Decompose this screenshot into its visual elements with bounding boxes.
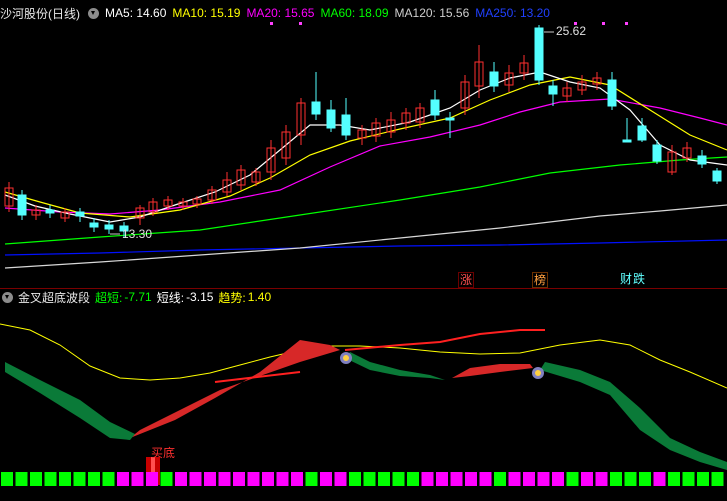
event-badge-list[interactable]: 榜	[532, 272, 549, 288]
signal-square	[523, 472, 535, 486]
signal-square	[595, 472, 608, 486]
signal-square	[668, 472, 680, 486]
price-legend: 沙河股份 (日线) MA5: 14.60 MA10: 15.19 MA20: 1…	[0, 0, 556, 26]
ma250-line	[4, 239, 727, 256]
price-chart-panel[interactable]: 沙河股份 (日线) MA5: 14.60 MA10: 15.19 MA20: 1…	[0, 0, 727, 290]
chevron-down-icon[interactable]	[2, 291, 13, 303]
top-markers	[270, 22, 628, 25]
ultra-short-value: -7.71	[124, 290, 152, 304]
short-line-label: 短线:	[156, 290, 185, 305]
event-badge-fall[interactable]: 跌	[633, 272, 646, 286]
signal-square	[363, 472, 376, 486]
signal-bar-row	[1, 472, 724, 486]
signal-square	[552, 472, 564, 486]
ma5-line	[4, 71, 727, 223]
signal-square	[639, 472, 651, 486]
candlesticks[interactable]	[4, 25, 722, 238]
signal-square	[682, 472, 695, 486]
indicator-panel[interactable]: 金叉超底波段 超短: -7.71 短线: -3.15 趋势: 1.40 买底	[0, 290, 727, 501]
signal-square	[320, 472, 332, 486]
signal-square	[131, 472, 144, 486]
signal-square	[305, 472, 318, 486]
chevron-down-icon[interactable]	[88, 7, 100, 19]
event-badge-finance[interactable]: 财	[620, 272, 633, 286]
indicator-legend: 金叉超底波段 超短: -7.71 短线: -3.15 趋势: 1.40	[0, 290, 276, 305]
signal-square	[1, 472, 13, 486]
ultra-short-label: 超短:	[95, 290, 123, 305]
signal-square	[117, 472, 129, 486]
signal-square	[581, 472, 593, 486]
signal-square	[15, 472, 28, 486]
ma5-label: MA5: 14.60	[105, 6, 167, 20]
indicator-chart-canvas[interactable]	[0, 290, 727, 501]
signal-square	[697, 472, 709, 486]
signal-square	[407, 472, 419, 486]
trend-line	[0, 323, 727, 389]
band-down-2	[345, 352, 445, 380]
signal-square	[160, 472, 173, 486]
ma120-line	[4, 204, 727, 269]
signal-square	[421, 472, 434, 486]
signal-square	[624, 472, 637, 486]
signal-square	[189, 472, 202, 486]
signal-square	[349, 472, 361, 486]
short-line-value: -3.15	[186, 290, 214, 304]
high-price-label: 25.62	[556, 24, 587, 38]
signal-square	[291, 472, 303, 486]
signal-square	[711, 472, 724, 486]
price-chart-canvas[interactable]	[0, 0, 727, 290]
ma60-line	[4, 156, 727, 245]
indicator-name: 金叉超底波段	[18, 290, 91, 305]
period-label: (日线)	[48, 6, 81, 21]
signal-square	[508, 472, 521, 486]
signal-square	[465, 472, 477, 486]
signal-square	[204, 472, 216, 486]
signal-square	[218, 472, 231, 486]
signal-square	[494, 472, 506, 486]
event-badge-rise[interactable]: 涨	[458, 272, 475, 288]
ma10-label: MA10: 15.19	[172, 6, 241, 20]
ma10-line	[4, 76, 727, 218]
ma120-label: MA120: 15.56	[394, 6, 470, 20]
signal-square	[44, 472, 57, 486]
low-price-label: 13.30	[122, 227, 153, 241]
signal-square	[566, 472, 579, 486]
band-up-2	[344, 329, 545, 351]
signal-square	[334, 472, 347, 486]
panel-divider[interactable]	[0, 288, 727, 289]
trend-value: 1.40	[247, 290, 272, 304]
signal-square	[233, 472, 245, 486]
band-up-1	[130, 340, 340, 438]
signal-square	[276, 472, 289, 486]
stock-name: 沙河股份	[0, 6, 49, 21]
signal-square	[378, 472, 390, 486]
signal-square	[479, 472, 492, 486]
signal-square	[102, 472, 115, 486]
signal-square	[653, 472, 666, 486]
signal-square	[247, 472, 260, 486]
signal-square	[73, 472, 86, 486]
band-down-3	[540, 362, 727, 470]
signal-square	[30, 472, 42, 486]
signal-square	[175, 472, 187, 486]
signal-square	[537, 472, 550, 486]
ma250-label: MA250: 13.20	[475, 6, 550, 20]
ma60-label: MA60: 18.09	[320, 6, 389, 20]
ma20-line	[4, 98, 727, 215]
signal-square	[262, 472, 274, 486]
band-down-1	[5, 362, 135, 440]
signal-square	[146, 472, 158, 486]
signal-square	[436, 472, 448, 486]
ma20-label: MA20: 15.65	[246, 6, 315, 20]
signal-square	[392, 472, 405, 486]
band-up-3	[452, 364, 533, 378]
cross-signal-icon	[340, 352, 544, 379]
signal-square	[610, 472, 622, 486]
signal-square	[88, 472, 100, 486]
buy-signal-label: 买底	[151, 446, 176, 460]
signal-square	[450, 472, 463, 486]
band-up-edge	[214, 371, 301, 383]
signal-square	[59, 472, 71, 486]
trend-label: 趋势:	[218, 290, 246, 305]
